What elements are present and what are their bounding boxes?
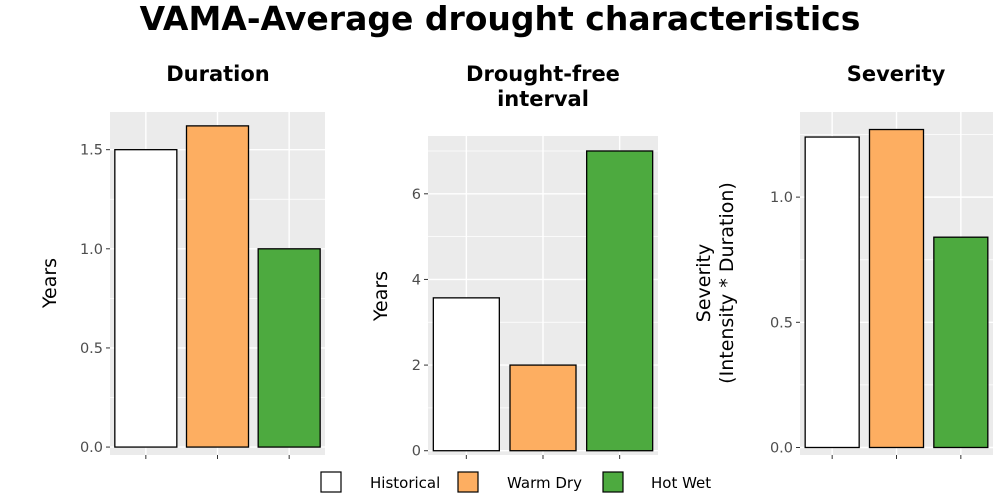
main-title: VAMA-Average drought characteristics [139,0,861,38]
chart-panel-0: 0.0 0.5 1.0 1.5 Duration Years [39,62,325,459]
y-tick-label: 0.0 [770,440,793,456]
chart-panel-1: 0 2 4 6 Drought-free interval Years [370,62,658,460]
legend-item-hot-wet: Hot Wet [602,471,711,493]
y-tick-label: 2 [412,358,421,374]
bar-hot-wet [586,150,654,452]
y-axis-label: Severity(Intensity * Duration) [693,182,738,384]
legend-key [602,471,624,493]
y-tick-label: 6 [412,187,421,203]
y-axis-label: Years [39,258,61,309]
y-axis-label: Years [370,271,392,322]
bar-hot-wet [933,236,989,449]
bar-historical [804,136,860,449]
legend-label: Warm Dry [507,474,582,492]
y-tick-label: 4 [412,272,421,288]
bar-historical [114,149,178,448]
legend: Historical Warm Dry Hot Wet [320,471,711,493]
panel-title: Severity [847,62,946,86]
panel-title: Duration [166,62,270,86]
legend-key [320,471,342,493]
bar-warm-dry [185,125,250,448]
legend-item-warm-dry: Warm Dry [457,471,582,493]
y-tick-label: 0.5 [770,315,793,331]
legend-label: Historical [370,474,440,492]
y-tick-label: 0.0 [80,440,103,456]
legend-label: Hot Wet [651,474,711,492]
legend-key [457,471,479,493]
y-tick-label: 0.5 [80,341,103,357]
legend-item-historical: Historical [320,471,440,493]
chart-panel-2: 0.0 0.5 1.0 Severity Severity(Intensity * Du… [693,62,993,459]
y-tick-label: 0 [412,444,421,460]
panel-title: Drought-free interval [466,62,620,111]
bar-warm-dry [868,128,925,449]
bar-warm-dry [509,364,577,452]
y-tick-label: 1.0 [80,242,103,258]
bar-hot-wet [257,248,321,448]
y-tick-label: 1.5 [80,143,103,159]
bar-historical [432,297,500,452]
y-tick-label: 1.0 [770,190,793,206]
